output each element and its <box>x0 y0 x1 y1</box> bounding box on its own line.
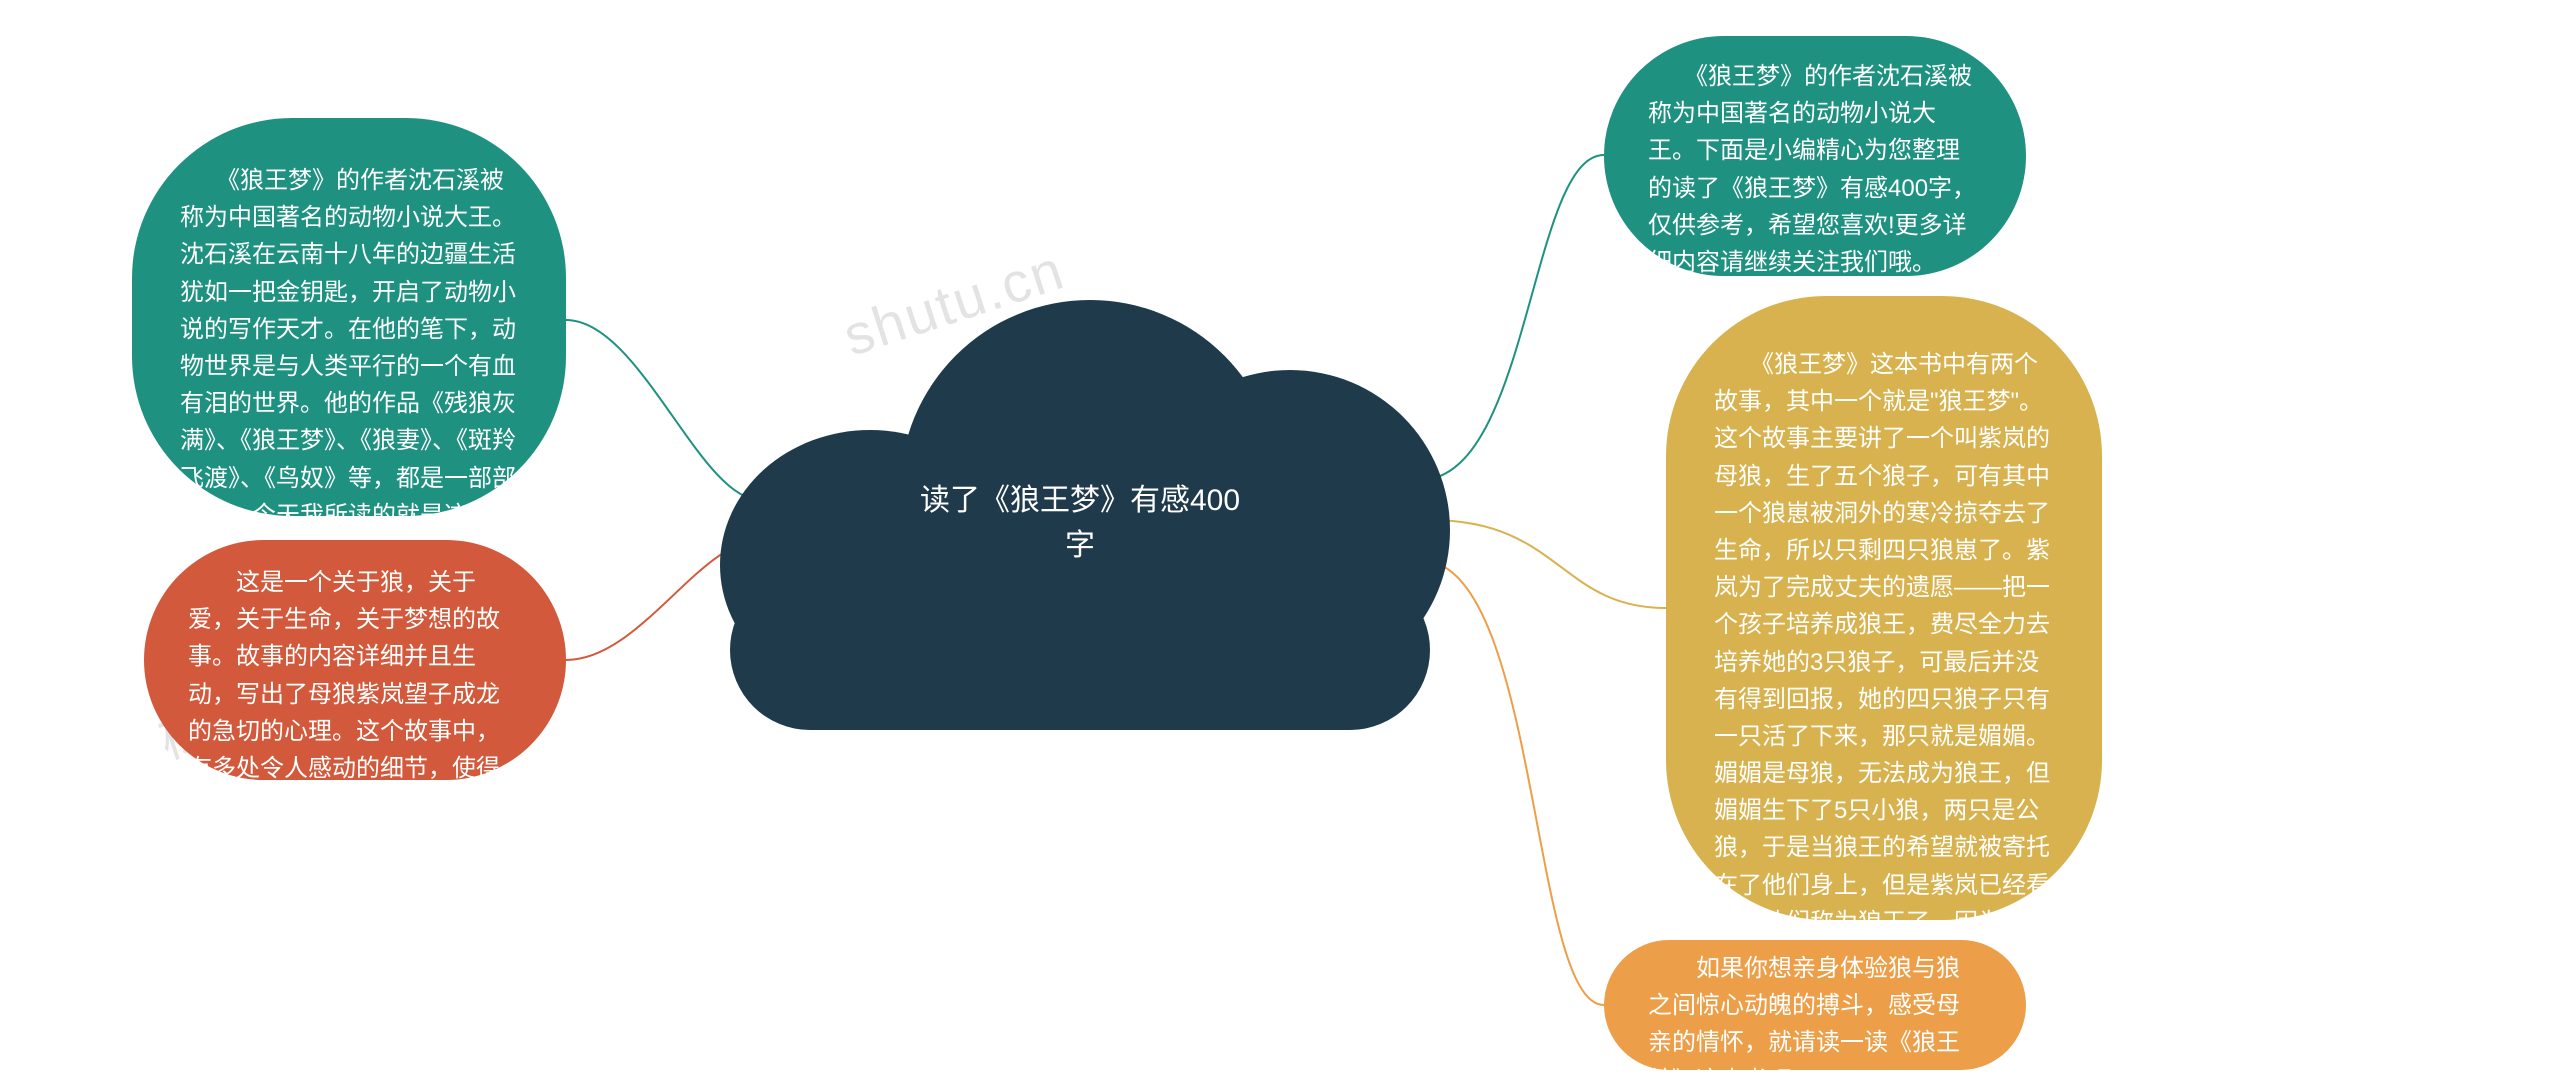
center-title-line2: 字 <box>1065 529 1095 562</box>
node-right-top: 《狼王梦》的作者沈石溪被称为中国著名的动物小说大王。下面是小编精心为您整理的读了… <box>1604 36 2026 276</box>
node-left-top: 《狼王梦》的作者沈石溪被称为中国著名的动物小说大王。沈石溪在云南十八年的边疆生活… <box>132 118 566 516</box>
center-title-line1: 读了《狼王梦》有感400 <box>920 484 1240 517</box>
node-right-mid: 《狼王梦》这本书中有两个故事，其中一个就是"狼王梦"。这个故事主要讲了一个叫紫岚… <box>1666 296 2102 920</box>
node-right-bottom-text: 如果你想亲身体验狼与狼之间惊心动魄的搏斗，感受母亲的情怀，就请读一读《狼王梦》这… <box>1648 955 1960 1081</box>
mindmap-canvas: 树图 shutu.cn shutu.cn 树图 读了《狼王梦》有感400 字 《… <box>0 0 2560 1081</box>
node-left-bottom: 这是一个关于狼，关于爱，关于生命，关于梦想的故事。故事的内容详细并且生动，写出了… <box>144 540 566 780</box>
node-left-bottom-text: 这是一个关于狼，关于爱，关于生命，关于梦想的故事。故事的内容详细并且生动，写出了… <box>188 569 500 856</box>
edge-right-mid <box>1430 520 1666 608</box>
node-right-top-text: 《狼王梦》的作者沈石溪被称为中国著名的动物小说大王。下面是小编精心为您整理的读了… <box>1648 63 1976 276</box>
center-cloud <box>710 240 1450 700</box>
node-right-mid-text: 《狼王梦》这本书中有两个故事，其中一个就是"狼王梦"。这个故事主要讲了一个叫紫岚… <box>1714 351 2050 1010</box>
node-right-bottom: 如果你想亲身体验狼与狼之间惊心动魄的搏斗，感受母亲的情怀，就请读一读《狼王梦》这… <box>1604 940 2026 1070</box>
node-left-top-text: 《狼王梦》的作者沈石溪被称为中国著名的动物小说大王。沈石溪在云南十八年的边疆生活… <box>180 167 516 566</box>
center-title: 读了《狼王梦》有感400 字 <box>890 478 1270 568</box>
